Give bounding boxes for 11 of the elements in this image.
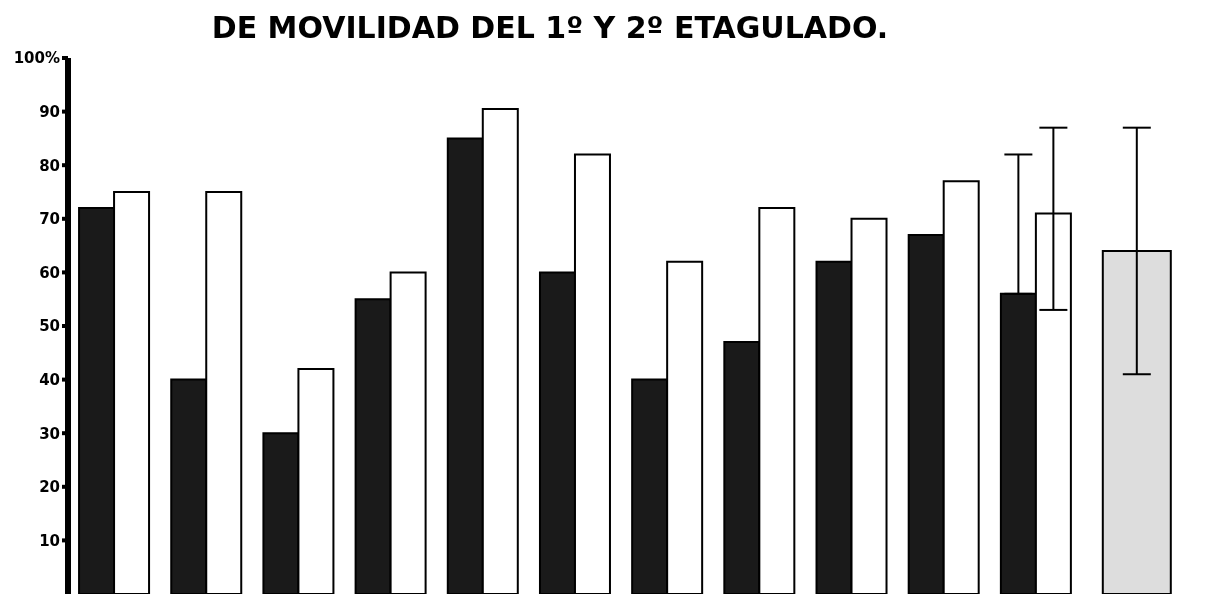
y-tick-label: 60 <box>39 263 60 282</box>
y-tick-label: 70 <box>39 210 60 229</box>
y-tick-label: 40 <box>39 370 60 389</box>
chart-title: DE MOVILIDAD DEL 1º Y 2º ETAGULADO. <box>210 9 890 47</box>
y-tick-label: 10 <box>39 531 60 550</box>
y-tick-label: 80 <box>39 156 60 175</box>
y-tick-label: 30 <box>39 424 60 443</box>
y-tick-label: 90 <box>39 102 60 121</box>
y-tick-label: 20 <box>39 478 60 497</box>
y-tick-label: 100% <box>13 49 60 68</box>
y-tick-label: 50 <box>39 317 60 336</box>
